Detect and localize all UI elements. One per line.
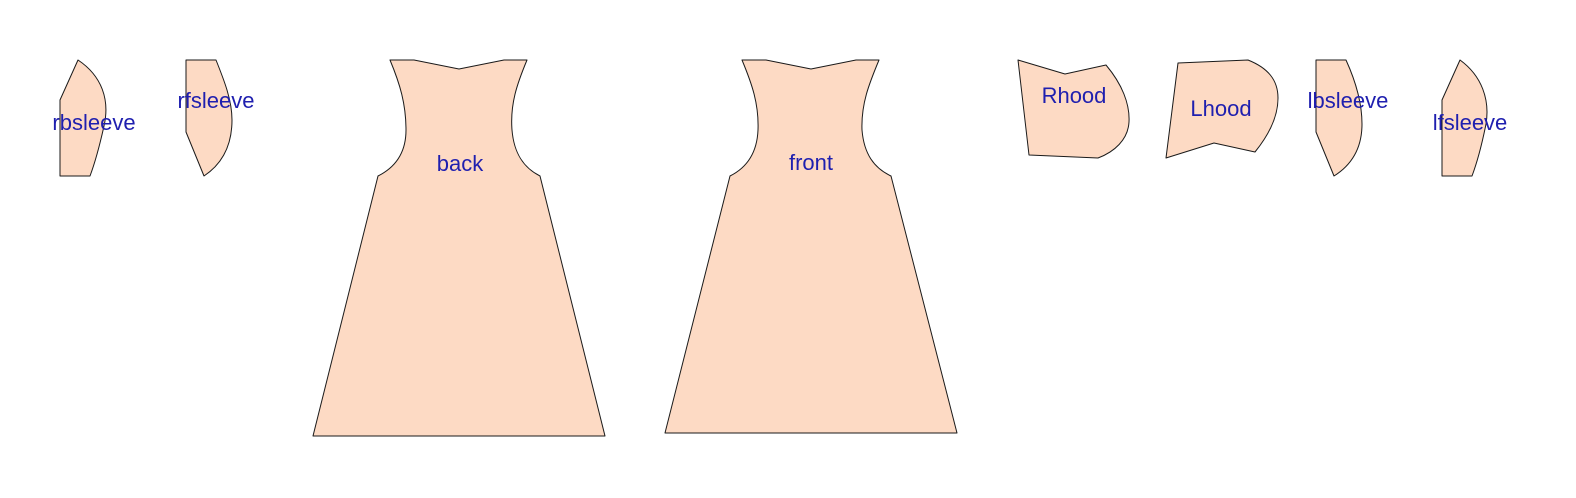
lfsleeve-label: lfsleeve	[1433, 110, 1508, 135]
Rhood-shape	[1017, 59, 1130, 159]
pattern-piece-back[interactable]: back	[312, 59, 606, 437]
front-label: front	[789, 150, 833, 175]
rbsleeve-label: rbsleeve	[52, 110, 135, 135]
lbsleeve-label: lbsleeve	[1308, 88, 1389, 113]
pattern-piece-front[interactable]: front	[664, 59, 958, 434]
Rhood-label: Rhood	[1042, 83, 1107, 108]
pattern-piece-Rhood[interactable]: Rhood	[1017, 59, 1130, 159]
pattern-piece-lfsleeve[interactable]: lfsleeve	[1433, 59, 1508, 177]
rfsleeve-shape	[185, 59, 233, 177]
Lhood-label: Lhood	[1190, 96, 1251, 121]
lbsleeve-shape	[1315, 59, 1363, 177]
front-shape	[664, 59, 958, 434]
Lhood-shape	[1165, 59, 1279, 159]
rbsleeve-shape	[59, 59, 107, 177]
pattern-piece-Lhood[interactable]: Lhood	[1165, 59, 1279, 159]
pattern-piece-lbsleeve[interactable]: lbsleeve	[1308, 59, 1389, 177]
pattern-piece-rfsleeve[interactable]: rfsleeve	[177, 59, 255, 177]
lfsleeve-shape	[1441, 59, 1488, 177]
pattern-piece-rbsleeve[interactable]: rbsleeve	[52, 59, 136, 177]
rfsleeve-label: rfsleeve	[177, 88, 254, 113]
back-shape	[312, 59, 606, 437]
back-label: back	[437, 151, 484, 176]
